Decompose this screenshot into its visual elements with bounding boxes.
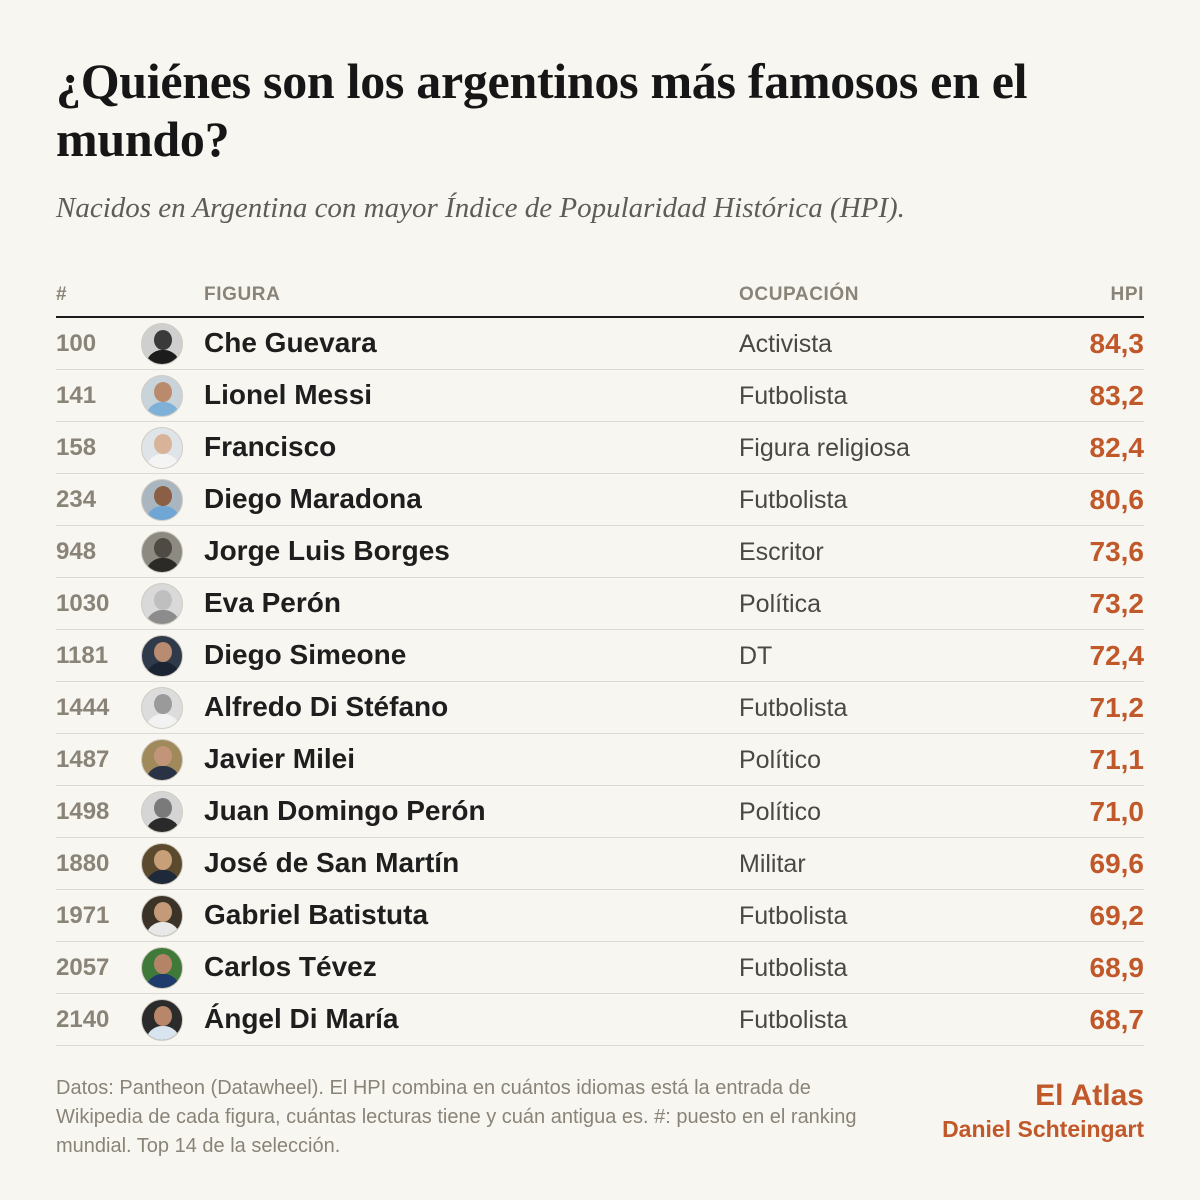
table-header: # FIGURA OCUPACIÓN HPI bbox=[56, 270, 1144, 318]
row-hpi: 69,6 bbox=[1089, 848, 1145, 879]
row-hpi: 84,3 bbox=[1089, 328, 1145, 359]
row-hpi: 82,4 bbox=[1089, 432, 1145, 463]
row-rank: 158 bbox=[56, 434, 97, 461]
table-row: 1030 Eva Perón Política 73,2 bbox=[56, 578, 1144, 630]
table-row: 141 Lionel Messi Futbolista 83,2 bbox=[56, 370, 1144, 422]
row-occupation: Militar bbox=[739, 850, 806, 878]
row-occupation: Político bbox=[739, 746, 821, 774]
row-occupation: Activista bbox=[739, 330, 833, 358]
row-occupation: Político bbox=[739, 798, 821, 826]
row-occupation: Futbolista bbox=[739, 902, 848, 930]
row-hpi: 83,2 bbox=[1089, 380, 1145, 411]
row-occupation: Figura religiosa bbox=[739, 434, 910, 462]
table-body: 100 Che Guevara Activista 84,3 141 Lionel Mes… bbox=[56, 318, 1144, 1046]
avatar bbox=[141, 895, 183, 937]
avatar bbox=[141, 791, 183, 833]
brand-block: El Atlas Daniel Schteingart bbox=[942, 1078, 1144, 1144]
table-row: 2140 Ángel Di María Futbolista 68,7 bbox=[56, 994, 1144, 1046]
row-hpi: 72,4 bbox=[1089, 640, 1145, 671]
page-subtitle: Nacidos en Argentina con mayor Índice de… bbox=[56, 192, 905, 224]
avatar bbox=[141, 479, 183, 521]
row-hpi: 80,6 bbox=[1089, 484, 1145, 515]
avatar bbox=[141, 635, 183, 677]
table-row: 1444 Alfredo Di Stéfano Futbolista 71,2 bbox=[56, 682, 1144, 734]
row-figure-name: José de San Martín bbox=[204, 847, 460, 878]
row-rank: 1498 bbox=[56, 798, 110, 825]
row-rank: 948 bbox=[56, 538, 97, 565]
row-figure-name: Alfredo Di Stéfano bbox=[204, 691, 449, 722]
table-row: 1971 Gabriel Batistuta Futbolista 69,2 bbox=[56, 890, 1144, 942]
header-hpi: HPI bbox=[1110, 284, 1144, 305]
row-hpi: 73,2 bbox=[1089, 588, 1145, 619]
page-title: ¿Quiénes son los argentinos más famosos … bbox=[56, 53, 1028, 167]
avatar bbox=[141, 323, 183, 365]
row-rank: 2140 bbox=[56, 1006, 110, 1033]
table-row: 1181 Diego Simeone DT 72,4 bbox=[56, 630, 1144, 682]
row-figure-name: Ángel Di María bbox=[204, 1003, 399, 1034]
row-occupation: Escritor bbox=[739, 538, 824, 566]
row-occupation: Futbolista bbox=[739, 382, 848, 410]
table-row: 234 Diego Maradona Futbolista 80,6 bbox=[56, 474, 1144, 526]
source-notes: Datos: Pantheon (Datawheel). El HPI comb… bbox=[56, 1077, 857, 1157]
brand-name: El Atlas bbox=[1035, 1079, 1144, 1112]
avatar bbox=[141, 531, 183, 573]
row-hpi: 69,2 bbox=[1089, 900, 1145, 931]
row-hpi: 71,2 bbox=[1089, 692, 1145, 723]
avatar bbox=[141, 739, 183, 781]
row-hpi: 68,7 bbox=[1089, 1004, 1145, 1035]
row-rank: 1444 bbox=[56, 694, 110, 721]
row-figure-name: Carlos Tévez bbox=[204, 951, 377, 982]
row-rank: 2057 bbox=[56, 954, 110, 981]
row-occupation: DT bbox=[739, 642, 773, 670]
row-rank: 141 bbox=[56, 382, 97, 409]
row-figure-name: Francisco bbox=[204, 431, 337, 462]
table-row: 100 Che Guevara Activista 84,3 bbox=[56, 318, 1144, 370]
row-occupation: Futbolista bbox=[739, 1006, 848, 1034]
row-occupation: Futbolista bbox=[739, 486, 848, 514]
author-name: Daniel Schteingart bbox=[942, 1116, 1144, 1142]
avatar bbox=[141, 375, 183, 417]
avatar bbox=[141, 843, 183, 885]
row-rank: 1181 bbox=[56, 642, 109, 669]
row-occupation: Futbolista bbox=[739, 954, 848, 982]
row-rank: 1971 bbox=[56, 902, 110, 929]
row-hpi: 71,0 bbox=[1089, 796, 1145, 827]
table-row: 1880 José de San Martín Militar 69,6 bbox=[56, 838, 1144, 890]
row-figure-name: Jorge Luis Borges bbox=[204, 535, 450, 566]
row-rank: 1030 bbox=[56, 590, 110, 617]
ranking-table: # FIGURA OCUPACIÓN HPI 100 Che Guevara Act… bbox=[56, 270, 1144, 1046]
header-rank: # bbox=[56, 284, 68, 305]
row-occupation: Futbolista bbox=[739, 694, 848, 722]
table-row: 1487 Javier Milei Político 71,1 bbox=[56, 734, 1144, 786]
row-hpi: 73,6 bbox=[1089, 536, 1145, 567]
row-figure-name: Lionel Messi bbox=[204, 379, 373, 410]
table-row: 1498 Juan Domingo Perón Político 71,0 bbox=[56, 786, 1144, 838]
row-hpi: 71,1 bbox=[1089, 744, 1145, 775]
header-figure: FIGURA bbox=[204, 284, 281, 305]
row-figure-name: Juan Domingo Perón bbox=[204, 795, 486, 826]
row-hpi: 68,9 bbox=[1089, 952, 1145, 983]
avatar bbox=[141, 687, 183, 729]
row-figure-name: Gabriel Batistuta bbox=[204, 899, 429, 930]
avatar bbox=[141, 999, 183, 1041]
table-row: 158 Francisco Figura religiosa 82,4 bbox=[56, 422, 1144, 474]
row-figure-name: Eva Perón bbox=[204, 587, 341, 618]
table-row: 2057 Carlos Tévez Futbolista 68,9 bbox=[56, 942, 1144, 994]
row-rank: 1487 bbox=[56, 746, 110, 773]
avatar bbox=[141, 427, 183, 469]
row-rank: 234 bbox=[56, 486, 97, 513]
avatar bbox=[141, 583, 183, 625]
row-rank: 1880 bbox=[56, 850, 110, 877]
row-occupation: Política bbox=[739, 590, 821, 618]
row-figure-name: Javier Milei bbox=[204, 743, 355, 774]
avatar bbox=[141, 947, 183, 989]
row-figure-name: Diego Simeone bbox=[204, 639, 407, 670]
row-rank: 100 bbox=[56, 330, 97, 357]
row-figure-name: Che Guevara bbox=[204, 327, 377, 358]
header-occupation: OCUPACIÓN bbox=[739, 284, 860, 305]
row-figure-name: Diego Maradona bbox=[204, 483, 422, 514]
table-row: 948 Jorge Luis Borges Escritor 73,6 bbox=[56, 526, 1144, 578]
